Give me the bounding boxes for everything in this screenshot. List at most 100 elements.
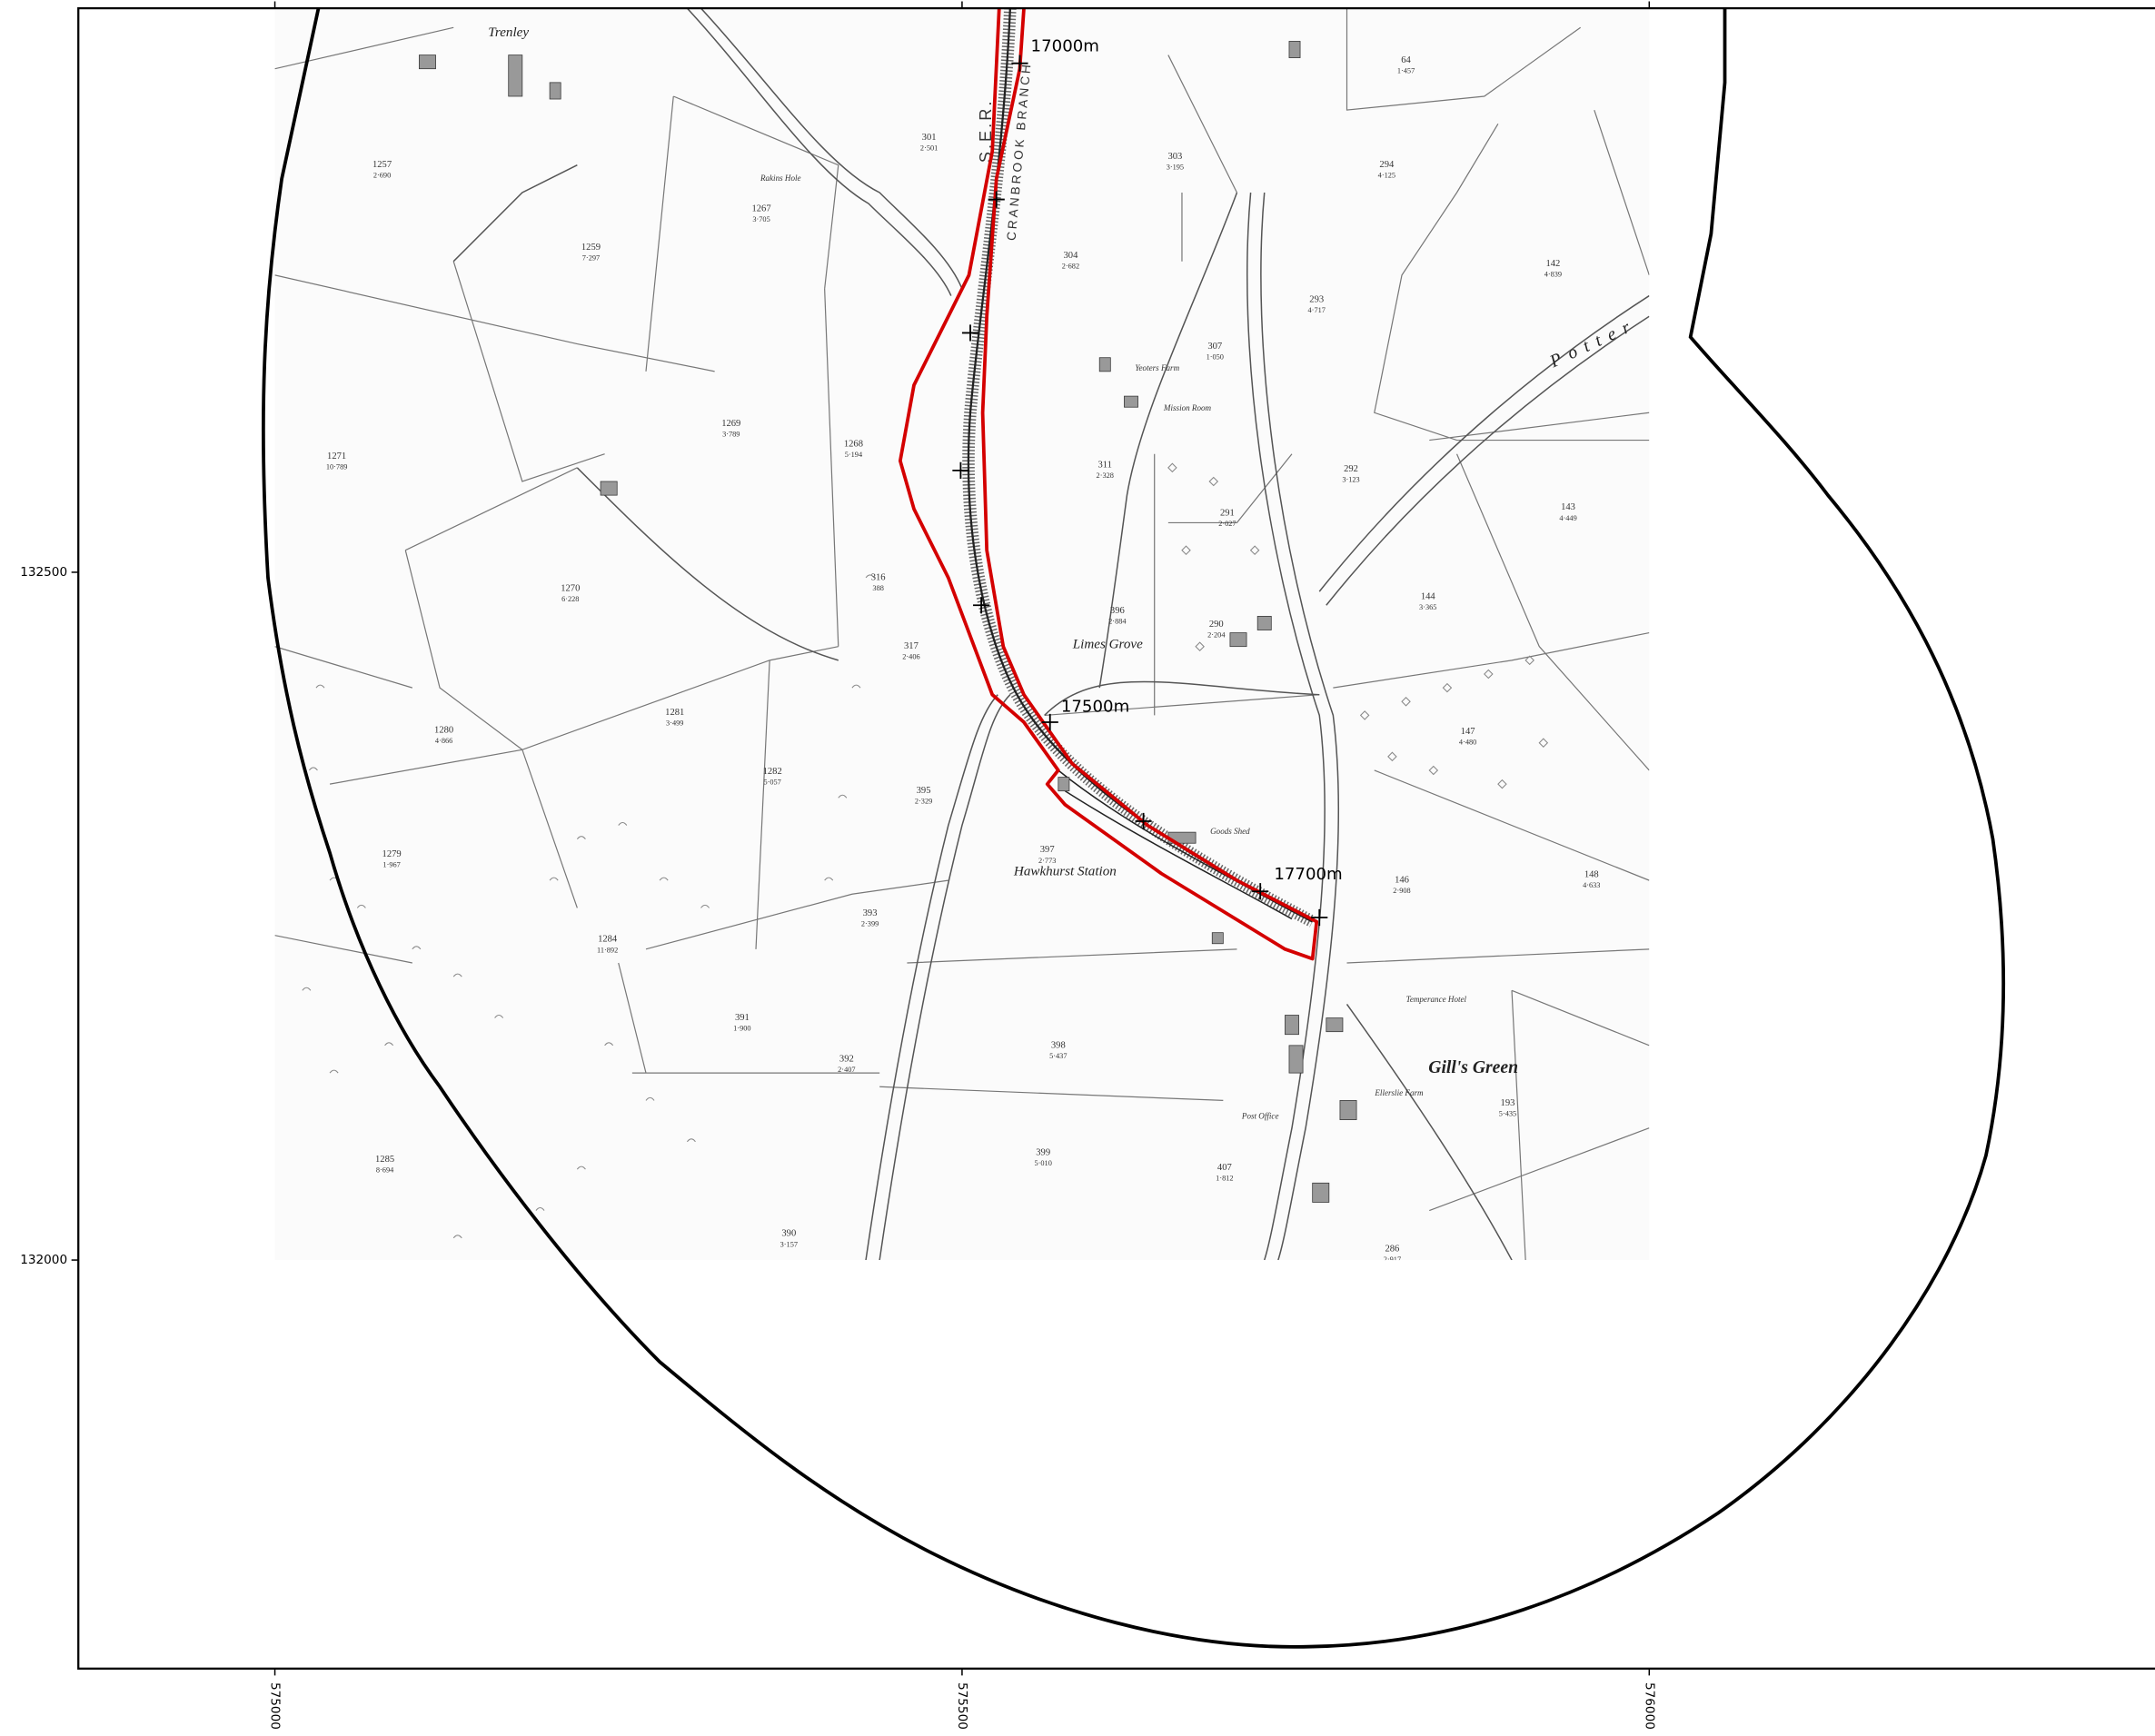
parcel-number: 293 (1309, 295, 1324, 305)
parcel-number: 311 (1098, 460, 1112, 470)
parcel-number: 290 (1209, 620, 1224, 630)
x-tick-label: 575500 (955, 1682, 969, 1730)
parcel-number: 1257 (372, 160, 392, 170)
parcel-area: 5·437 (1049, 1052, 1067, 1060)
parcel-number: 286 (1385, 1244, 1399, 1254)
parcel-area: 2·690 (373, 172, 391, 180)
parcel-area: 3·499 (666, 719, 683, 727)
parcel-area: 4·449 (1559, 514, 1576, 522)
parcel-area: 3·123 (1342, 475, 1359, 483)
parcel-number: 64 (1401, 55, 1411, 65)
parcel-area: 388 (872, 584, 883, 592)
place-label: Temperance Hotel (1406, 995, 1467, 1004)
parcel-number: 316 (871, 572, 886, 582)
parcel-area: 2·328 (1097, 471, 1114, 480)
chainage-label: 17000m (1031, 36, 1099, 55)
parcel-area: 4·866 (435, 737, 452, 745)
parcel-area: 10·789 (326, 463, 348, 471)
parcel-area: 2·329 (915, 798, 932, 806)
parcel-area: 2·204 (1207, 630, 1226, 639)
parcel-area: 4·633 (1583, 881, 1600, 889)
parcel-area: 2·908 (1393, 887, 1410, 895)
chainage-markers (952, 55, 1328, 927)
parcel-area: 2·399 (861, 919, 879, 928)
parcel-area: 4·839 (1544, 271, 1562, 279)
buildings (419, 41, 1357, 1203)
parcel-number: 398 (1051, 1040, 1066, 1050)
parcel-number: 193 (1501, 1098, 1515, 1108)
parcel-area: 3·789 (722, 430, 740, 438)
parcel-number: 393 (863, 908, 878, 918)
parcel-number: 407 (1217, 1163, 1232, 1173)
parcel-number: 148 (1584, 870, 1599, 880)
parcel-number: 143 (1561, 502, 1575, 512)
parcel-area: 1·050 (1207, 353, 1224, 362)
parcel-number: 1284 (598, 935, 618, 945)
parcel-area: 5·010 (1034, 1159, 1051, 1167)
parcel-number: 1279 (382, 849, 402, 859)
place-label: Hawkhurst Station (1013, 865, 1117, 879)
y-tick-label: 132000 (20, 1253, 67, 1267)
parcel-number: 1282 (763, 767, 782, 777)
orchards (302, 462, 1549, 1239)
overlays: 17000m 17500m 17700m (261, 8, 2005, 1649)
parcel-area: 3·195 (1167, 164, 1184, 172)
parcel-number: 1268 (844, 440, 863, 450)
parcel-number: 142 (1545, 259, 1560, 269)
parcel-area: 1·967 (382, 860, 400, 868)
place-label: Trenley (488, 25, 529, 40)
parcel-number: 294 (1379, 160, 1395, 170)
parcel-area: 8·694 (376, 1166, 394, 1175)
parcel-area: 5·435 (1499, 1109, 1516, 1117)
parcel-number: 147 (1461, 727, 1475, 737)
parcel-area: 3·157 (780, 1240, 798, 1248)
parcel-area: 2·406 (902, 653, 919, 661)
chainage-label: 17500m (1061, 697, 1129, 716)
study-boundary (261, 8, 2005, 1649)
parcel-number: 304 (1064, 251, 1079, 261)
map-sheet (274, 8, 1650, 1261)
parcel-area: 1·812 (1216, 1175, 1233, 1183)
parcel-area: 5·057 (763, 779, 780, 787)
parcel-area: 2·407 (838, 1066, 855, 1074)
y-tick-label: 132500 (20, 565, 67, 580)
parcel-number: 307 (1207, 342, 1222, 352)
parcel-number: 1285 (375, 1155, 394, 1165)
place-label: Post Office (1241, 1112, 1279, 1121)
parcel-number: 395 (917, 786, 931, 796)
parcel-area: 4·125 (1378, 172, 1395, 180)
parcel-number: 303 (1167, 152, 1182, 162)
parcel-number: 1271 (327, 451, 346, 461)
place-label: Rakins Hole (760, 174, 801, 183)
parcel-area: 3·365 (1419, 603, 1436, 611)
parcel-area: 5·194 (845, 451, 863, 459)
parcel-area: 7·297 (582, 254, 600, 263)
parcel-area: 2·884 (1108, 617, 1127, 625)
place-label: Limes Grove (1072, 638, 1143, 652)
parcel-number: 301 (922, 133, 937, 143)
parcel-number: 391 (735, 1013, 750, 1023)
field-boundaries (274, 8, 1650, 1261)
place-label: Goods Shed (1210, 827, 1250, 836)
parcel-area: 1·900 (733, 1025, 750, 1033)
railway-label: S.E.R. (977, 99, 995, 164)
parcel-number: 291 (1220, 508, 1235, 518)
axes: 575000 575500 576000 132500 132000 (20, 1, 1656, 1730)
parcel-number: 1267 (751, 204, 770, 214)
map-frame (77, 6, 2155, 1670)
parcel-area: 4·480 (1459, 739, 1476, 747)
chainage-label: 17700m (1274, 865, 1342, 884)
roads (452, 8, 1650, 1261)
parcel-number: 390 (781, 1229, 796, 1239)
parcel-area: 4·717 (1308, 306, 1326, 314)
x-tick-label: 575000 (268, 1682, 283, 1730)
parcel-number: 146 (1395, 876, 1409, 886)
parcel-area: 2·682 (1062, 263, 1079, 271)
parcel-area: 2·501 (920, 144, 938, 152)
parcel-area: 2·027 (1218, 520, 1236, 528)
parcel-area: 6·228 (561, 595, 579, 603)
parcel-number: 397 (1040, 845, 1055, 855)
parcel-area: 2·773 (1038, 857, 1056, 865)
